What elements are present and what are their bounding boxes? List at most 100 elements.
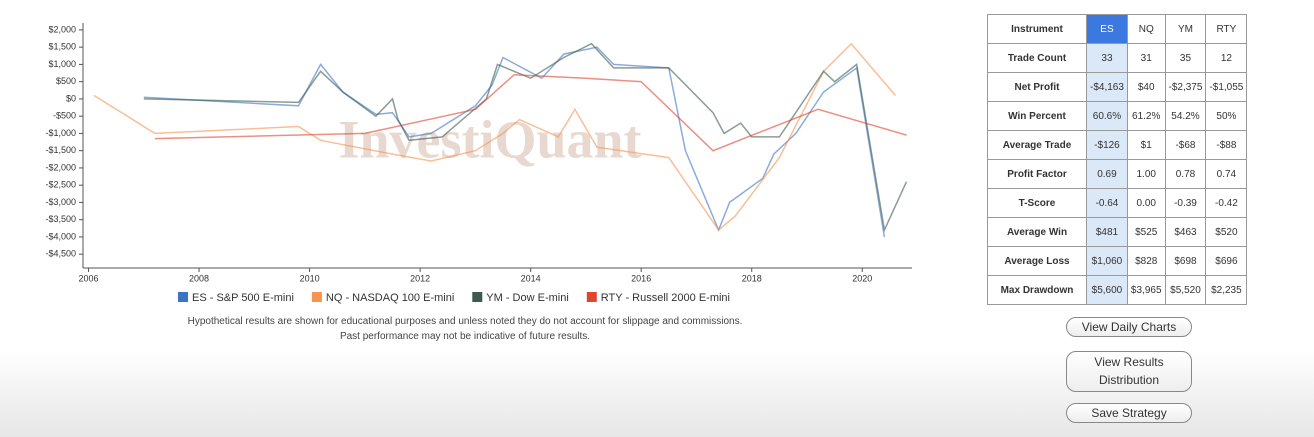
header-row: Instrument ES NQ YM RTY xyxy=(987,14,1248,44)
table-cell: $828 xyxy=(1126,246,1166,276)
table-cell: 60.6% xyxy=(1086,101,1128,131)
table-cell: $1 xyxy=(1126,130,1166,160)
legend-label: RTY - Russell 2000 E-mini xyxy=(601,292,730,304)
view-daily-charts-button[interactable]: View Daily Charts xyxy=(1066,317,1192,337)
table-cell: 31 xyxy=(1126,43,1166,73)
series-line xyxy=(154,74,907,152)
table-cell: -$126 xyxy=(1086,130,1128,160)
table-cell: 0.00 xyxy=(1126,188,1166,218)
table-cell: $1,060 xyxy=(1086,246,1128,276)
x-tick-label: 2014 xyxy=(521,273,541,283)
row-label: T-Score xyxy=(987,188,1087,218)
row-label: Max Drawdown xyxy=(987,275,1087,305)
table-cell: 12 xyxy=(1205,43,1248,73)
table-cell: 33 xyxy=(1086,43,1128,73)
header-cell: NQ xyxy=(1126,14,1166,44)
row-label: Average Win xyxy=(987,217,1087,247)
header-cell: Instrument xyxy=(987,14,1087,44)
series-line xyxy=(143,42,908,233)
y-tick-label: -$2,000 xyxy=(45,162,76,172)
legend-swatch xyxy=(472,292,483,302)
y-tick-label: $1,000 xyxy=(48,59,76,69)
watermark: InvestiQuant xyxy=(338,109,641,169)
x-tick-label: 2006 xyxy=(79,273,99,283)
table-cell: $2,235 xyxy=(1205,275,1248,305)
table-row: Profit Factor 0.69 1.00 0.78 0.74 xyxy=(987,159,1248,189)
table-row: Win Percent 60.6% 61.2% 54.2% 50% xyxy=(987,101,1248,131)
x-tick-label: 2008 xyxy=(189,273,209,283)
table-cell: $40 xyxy=(1126,72,1166,102)
header-cell: RTY xyxy=(1205,14,1248,44)
y-tick-label: -$500 xyxy=(53,111,76,121)
table-cell: $481 xyxy=(1086,217,1128,247)
table-row: Average Win $481 $525 $463 $520 xyxy=(987,217,1248,247)
chart: InvestiQuant $2,000 $1,500 $1,000 $500 $0 -$5… xyxy=(45,23,912,304)
table-row: Net Profit -$4,163 $40 -$2,375 -$1,055 xyxy=(987,72,1248,102)
table-cell: -0.39 xyxy=(1164,188,1207,218)
y-tick-label: $1,500 xyxy=(48,42,76,52)
stats-table: Instrument ES NQ YM RTY Trade Count 33 31 35 12 Ne… xyxy=(987,14,1248,305)
table-cell: 0.78 xyxy=(1164,159,1207,189)
y-tick-label: $2,000 xyxy=(48,24,76,34)
table-row: Average Loss $1,060 $828 $698 $696 xyxy=(987,246,1248,276)
y-tick-label: -$4,000 xyxy=(45,231,76,241)
y-tick-label: $500 xyxy=(56,76,76,86)
table-row: Max Drawdown $5,600 $3,965 $5,520 $2,235 xyxy=(987,275,1248,305)
table-cell: $5,520 xyxy=(1164,275,1207,305)
row-label: Win Percent xyxy=(987,101,1087,131)
header-cell: ES xyxy=(1086,14,1128,44)
legend-swatch xyxy=(586,292,597,302)
row-label: Trade Count xyxy=(987,43,1087,73)
view-results-distribution-button[interactable]: View Results Distribution xyxy=(1066,351,1192,392)
x-tick-label: 2018 xyxy=(742,273,762,283)
table-row: T-Score -0.64 0.00 -0.39 -0.42 xyxy=(987,188,1248,218)
table-cell: $696 xyxy=(1205,246,1248,276)
y-tick-label: -$4,500 xyxy=(45,249,76,259)
table-cell: 0.74 xyxy=(1205,159,1248,189)
table-cell: 61.2% xyxy=(1126,101,1166,131)
table-cell: $463 xyxy=(1164,217,1207,247)
table-cell: 50% xyxy=(1205,101,1248,131)
legend-label: NQ - NASDAQ 100 E-mini xyxy=(326,292,454,304)
header-cell: YM xyxy=(1164,14,1207,44)
row-label: Net Profit xyxy=(987,72,1087,102)
disclaimer: Hypothetical results are shown for educa… xyxy=(187,316,743,327)
table-row: Average Trade -$126 $1 -$68 -$88 xyxy=(987,130,1248,160)
x-tick-label: 2012 xyxy=(410,273,430,283)
x-tick-label: 2020 xyxy=(852,273,872,283)
series-line xyxy=(143,46,886,238)
table-cell: -$1,055 xyxy=(1205,72,1248,102)
table-cell: -0.64 xyxy=(1086,188,1128,218)
legend-swatch xyxy=(311,292,322,302)
table-cell: 35 xyxy=(1164,43,1207,73)
row-label: Profit Factor xyxy=(987,159,1087,189)
y-tick-label: -$2,500 xyxy=(45,180,76,190)
table-cell: -$2,375 xyxy=(1164,72,1207,102)
y-tick-label: -$1,000 xyxy=(45,128,76,138)
table-cell: $3,965 xyxy=(1126,275,1166,305)
legend-label: YM - Dow E-mini xyxy=(486,292,569,304)
save-strategy-button[interactable]: Save Strategy xyxy=(1066,403,1192,423)
table-cell: -$68 xyxy=(1164,130,1207,160)
row-label: Average Loss xyxy=(987,246,1087,276)
x-tick-label: 2016 xyxy=(631,273,651,283)
table-cell: -$4,163 xyxy=(1086,72,1128,102)
y-tick-label: -$1,500 xyxy=(45,145,76,155)
table-cell: $5,600 xyxy=(1086,275,1128,305)
table-row: Trade Count 33 31 35 12 xyxy=(987,43,1248,73)
legend-label: ES - S&P 500 E-mini xyxy=(192,292,294,304)
y-tick-label: -$3,000 xyxy=(45,197,76,207)
row-label: Average Trade xyxy=(987,130,1087,160)
table-cell: $520 xyxy=(1205,217,1248,247)
legend-swatch xyxy=(178,292,188,302)
table-cell: 0.69 xyxy=(1086,159,1128,189)
table-cell: 1.00 xyxy=(1126,159,1166,189)
series-line xyxy=(93,42,896,232)
disclaimer: Past performance may not be indicative o… xyxy=(339,331,591,342)
table-cell: $525 xyxy=(1126,217,1166,247)
y-tick-label: -$3,500 xyxy=(45,214,76,224)
table-cell: -0.42 xyxy=(1205,188,1248,218)
x-tick-label: 2010 xyxy=(300,273,320,283)
y-tick-label: $0 xyxy=(66,93,76,103)
